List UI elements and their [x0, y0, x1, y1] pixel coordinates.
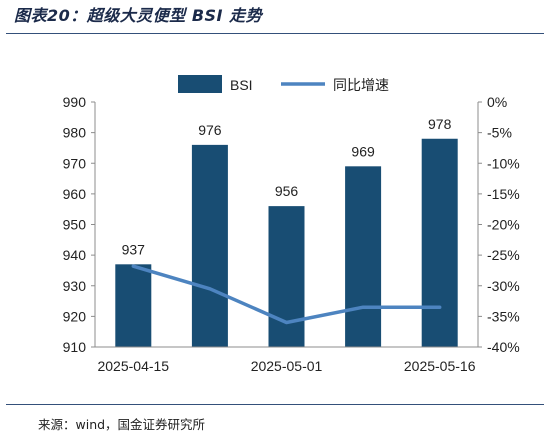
left-tick-label: 940: [63, 247, 87, 263]
source-note: 来源：wind，国金证券研究所: [38, 417, 206, 432]
figure-title: 图表20：超级大灵便型 BSI 走势: [14, 6, 263, 25]
right-tick-label: -5%: [487, 125, 512, 141]
left-tick-label: 960: [63, 186, 87, 202]
data-label-2025-04-22: 976: [198, 122, 222, 138]
data-label-2025-05-01: 956: [275, 183, 299, 199]
right-tick-label: 0%: [487, 94, 507, 110]
left-tick-label: 980: [63, 125, 87, 141]
bottom-divider: [6, 404, 544, 405]
right-tick-label: -40%: [487, 339, 520, 355]
legend-label-yoy: 同比增速: [333, 77, 389, 93]
left-tick-label: 930: [63, 278, 87, 294]
left-tick-label: 950: [63, 217, 87, 233]
right-tick-label: -35%: [487, 308, 520, 324]
data-label-2025-05-16: 978: [428, 116, 452, 132]
x-tick-label: 2025-05-16: [404, 358, 476, 374]
right-tick-label: -25%: [487, 247, 520, 263]
x-tick-label: 2025-04-15: [97, 358, 169, 374]
bar-2025-05-16: [421, 138, 458, 347]
bar-2025-05-01: [268, 206, 305, 347]
data-label-2025-05-09: 969: [351, 143, 375, 159]
legend-swatch-bsi: [178, 75, 222, 93]
data-label-2025-04-15: 937: [122, 241, 146, 257]
x-tick-label: 2025-05-01: [251, 358, 323, 374]
right-tick-label: -10%: [487, 155, 520, 171]
bar-2025-04-15: [115, 264, 152, 347]
right-tick-label: -20%: [487, 217, 520, 233]
bar-2025-04-22: [191, 144, 228, 347]
bsi-chart: 937 976 956 969 978 990 980 970 960 950 940 930 920 9…: [63, 75, 520, 374]
bar-2025-05-09: [345, 166, 382, 347]
line-series-yoy: [131, 264, 442, 325]
left-tick-label: 990: [63, 94, 87, 110]
top-divider: [6, 33, 544, 34]
left-tick-label: 970: [63, 155, 87, 171]
legend-label-bsi: BSI: [230, 77, 253, 93]
left-tick-label: 920: [63, 308, 87, 324]
right-tick-label: -15%: [487, 186, 520, 202]
left-tick-label: 910: [63, 339, 87, 355]
right-tick-label: -30%: [487, 278, 520, 294]
